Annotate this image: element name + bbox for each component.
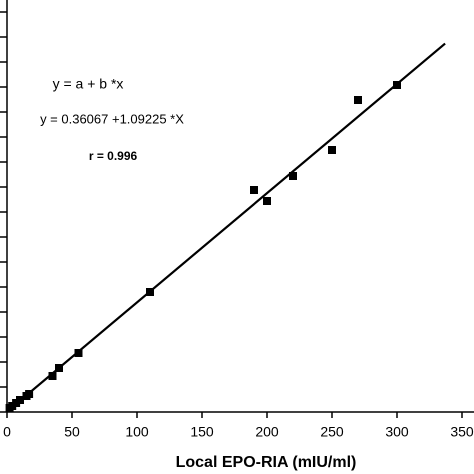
point bbox=[5, 404, 14, 412]
annotation: r = 0.996 bbox=[89, 149, 138, 163]
fit-line bbox=[6, 42, 446, 413]
x-axis-label: Local EPO-RIA (mIU/ml) bbox=[176, 454, 357, 471]
point bbox=[328, 146, 336, 154]
x-tick-label: 350 bbox=[450, 424, 474, 440]
x-tick-label: 150 bbox=[190, 424, 214, 440]
point bbox=[289, 172, 297, 180]
x-tick-label: 50 bbox=[64, 424, 80, 440]
x-tick-label: 200 bbox=[255, 424, 279, 440]
point bbox=[74, 349, 83, 357]
point bbox=[393, 81, 401, 89]
point bbox=[22, 392, 31, 400]
x-tick-label: 0 bbox=[3, 424, 11, 440]
x-tick-label: 100 bbox=[125, 424, 149, 440]
annotation: y = 0.36067 +1.09225 *X bbox=[40, 111, 184, 126]
x-tick-label: 300 bbox=[385, 424, 409, 440]
x-tick-label: 250 bbox=[320, 424, 344, 440]
point bbox=[263, 197, 271, 205]
point bbox=[55, 364, 63, 372]
annotation: y = a + b *x bbox=[53, 76, 124, 92]
point bbox=[250, 186, 258, 194]
point bbox=[48, 372, 57, 380]
point bbox=[146, 288, 154, 296]
point bbox=[354, 96, 362, 104]
